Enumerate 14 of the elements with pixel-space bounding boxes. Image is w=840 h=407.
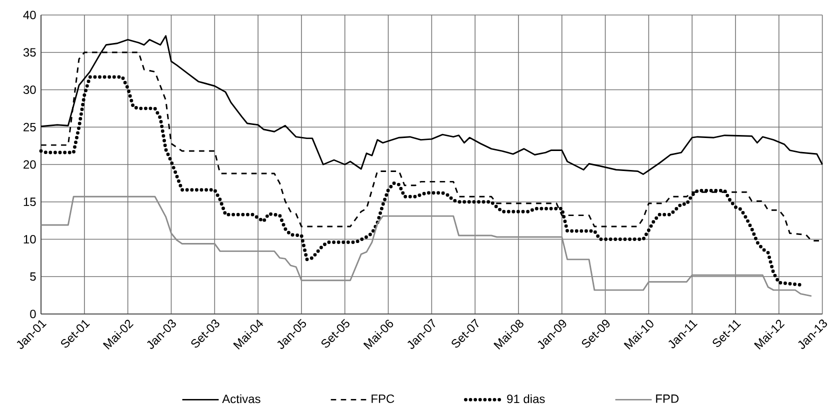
y-tick-label: 5 [30,272,36,281]
legend-label: FPC [372,394,394,403]
legend-label: FPD [656,394,679,403]
y-tick-label: 20 [24,160,36,169]
y-tick-label: 25 [24,122,36,132]
y-tick-label: 10 [24,234,36,244]
legend-label: Activas [222,394,260,404]
y-tick-label: 15 [24,198,36,206]
y-tick-label: 0 [30,310,36,318]
y-tick-label: 30 [23,85,36,94]
y-tick-label: 35 [23,48,36,57]
y-tick-label: 40 [23,10,36,20]
legend-label: 91 dias [507,394,545,404]
line-series [40,196,812,297]
